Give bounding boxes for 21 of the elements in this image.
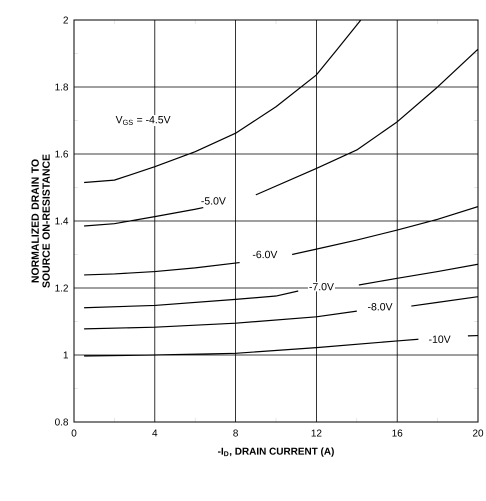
y-tick-label: 2 (63, 16, 68, 24)
y-tick-label: 1.6 (55, 150, 68, 158)
annotation: -6.0V (252, 250, 278, 258)
annotation: -7.0V (309, 282, 334, 290)
x-tick-label: 8 (233, 430, 238, 437)
x-tick-label: 0 (72, 430, 76, 437)
x-tick-label: 20 (472, 430, 484, 437)
y-tick-label: 1 (64, 352, 68, 358)
annotation: -10V (429, 336, 451, 343)
y-tick-label: 1.4 (55, 218, 68, 224)
annotation: -8.0V (368, 303, 392, 310)
x-tick-label: 12 (312, 430, 322, 436)
y-tick-label: 1.2 (55, 284, 68, 292)
y-axis-title: NORMALIZED DRAIN TO SOURCE ON-RESISTANCE (31, 154, 50, 288)
x-tick-label: 4 (152, 430, 158, 436)
annotation: -5.0V (201, 197, 226, 205)
x-axis-title: -I$_{D}$, DRAIN CURRENT (A) (218, 447, 334, 457)
x-tick-label: 16 (392, 430, 402, 437)
annotation: V$_{GS}$ = -4.5V (116, 116, 171, 125)
y-tick-label: 0.8 (55, 418, 68, 426)
y-tick-label: 1.8 (55, 83, 68, 91)
